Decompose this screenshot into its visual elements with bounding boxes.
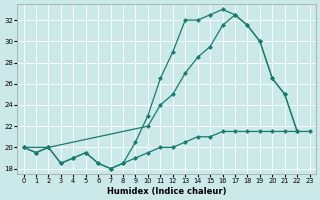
- X-axis label: Humidex (Indice chaleur): Humidex (Indice chaleur): [107, 187, 226, 196]
